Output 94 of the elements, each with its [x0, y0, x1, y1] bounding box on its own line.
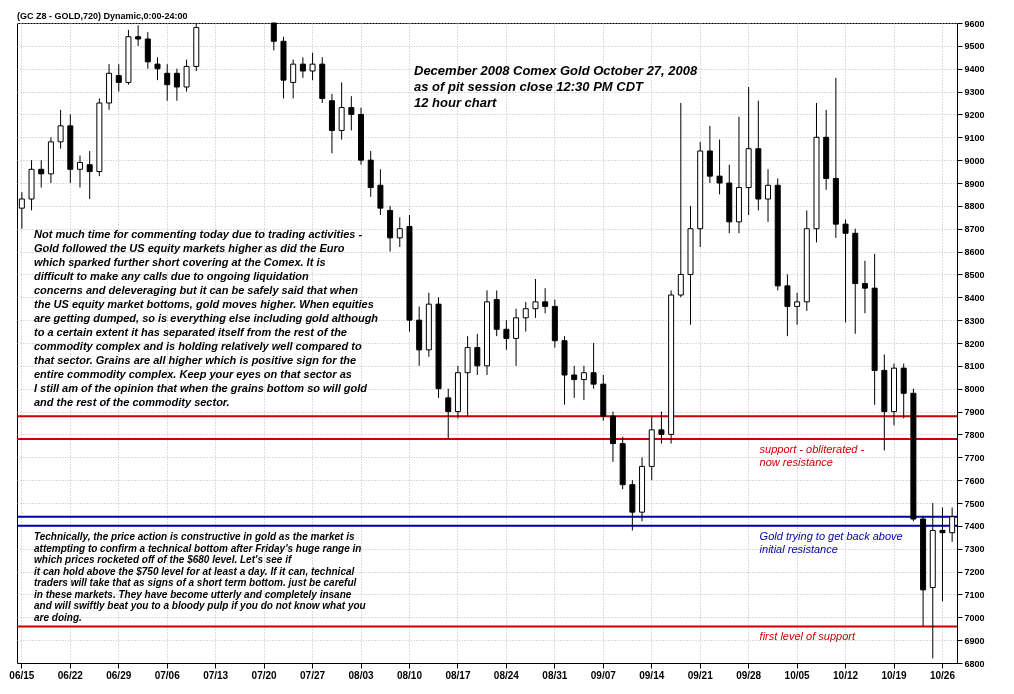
- y-tick-label: 8000: [964, 384, 985, 395]
- y-tick-label: 7900: [964, 407, 985, 418]
- y-tick-label: 8600: [964, 247, 985, 258]
- text: Not much time for commenting today due to trading activities - Gold followed the US equity markets higher as did the Euro which sparked further short covering at the Comex. It is difficult to make any calls due to ongoing liquidation concerns and deleveraging but it can be safely said that when the US equity market bottoms, gold moves higher. When equities are getting dumped, so is everything else including gold although to a certain extent it has separated itself from the rest of the commodity complex and is holding relatively well compared to that sector. Grains are all higher which is positive sign for the entire commodity complex. Keep your eyes on that sector as I still am of the opinion that when the grains bottom so will gold and the rest of the commodity sector.: [34, 228, 379, 408]
- x-tick-label: 07/06: [154, 669, 181, 681]
- y-tick-label: 7800: [964, 429, 985, 440]
- y-tick-label: 8500: [964, 269, 985, 280]
- candlestick: [86, 150, 93, 200]
- candlestick: [716, 139, 723, 195]
- candlestick: [299, 56, 306, 79]
- y-tick-label: 8100: [964, 361, 985, 372]
- y-tick-label: 7200: [964, 567, 985, 578]
- y-tick-label: 7500: [964, 498, 985, 509]
- x-tick-label: 08/10: [396, 669, 423, 681]
- x-tick-label: 08/31: [542, 669, 568, 681]
- candlestick: [290, 59, 297, 99]
- candlestick: [580, 365, 587, 401]
- candlestick: [57, 109, 64, 150]
- candlestick: [542, 287, 549, 314]
- x-tick-label: 10/05: [784, 669, 811, 681]
- y-tick-label: 9200: [964, 109, 985, 120]
- ref-line-label: Gold trying to get back above initial resistance: [759, 529, 903, 555]
- candlestick: [571, 365, 578, 399]
- candlestick: [38, 159, 45, 189]
- y-tick-label: 9100: [964, 132, 985, 143]
- y-tick-label: 9500: [964, 41, 985, 52]
- y-tick-label: 7300: [964, 544, 985, 555]
- candlestick: [939, 507, 946, 602]
- x-tick-label: 08/17: [445, 669, 471, 681]
- x-tick-label: 07/27: [300, 669, 326, 681]
- y-tick-label: 9000: [964, 155, 985, 166]
- candlestick: [503, 319, 510, 351]
- annotation: Technically, the price action is constructive in gold as the market is attempting to confirm a technical bottom after Friday's huge range in which prices rocketed off of the $680 level. Let's see if it can hold above the $750 level for at least a day. If it can, technical traders will take that as signs of a short term bottom. just be careful in these markets. They have become utterly and completely insane and will swiftly beat you to a bloody pulp if you do not know what you are doing.: [34, 531, 366, 623]
- y-tick-label: 8200: [964, 338, 985, 349]
- y-tick-label: 7100: [964, 589, 985, 600]
- candlestick: [590, 342, 597, 390]
- x-tick-label: 08/03: [348, 669, 374, 681]
- y-tick-label: 8900: [964, 178, 985, 189]
- y-tick-label: 8300: [964, 315, 985, 326]
- text: (GC Z8 - GOLD,720) Dynamic,0:00-24:00: [17, 11, 188, 21]
- x-tick-label: 06/29: [106, 669, 132, 681]
- candlestick: [765, 168, 772, 223]
- candlestick: [396, 216, 403, 248]
- candlestick: [522, 301, 529, 333]
- candlestick: [338, 81, 345, 141]
- ref-line-label: support - obliterated - now resistance: [759, 443, 865, 468]
- y-tick-label: 7400: [964, 521, 985, 532]
- candlestick: [164, 63, 171, 102]
- y-tick-label: 7700: [964, 452, 985, 463]
- x-tick-label: 07/20: [251, 669, 278, 681]
- ref-line-label: first level of support: [759, 630, 856, 643]
- candlestick: [445, 388, 452, 440]
- y-tick-label: 8400: [964, 292, 985, 303]
- candlestick: [144, 31, 151, 70]
- candlestick: [474, 333, 481, 376]
- candlestick: [309, 52, 316, 81]
- y-tick-label: 7600: [964, 475, 985, 486]
- x-tick-label: 08/24: [493, 669, 520, 681]
- y-tick-label: 9300: [964, 87, 985, 98]
- x-tick-label: 09/28: [736, 669, 762, 681]
- y-tick-label: 9400: [964, 64, 985, 75]
- candlestick: [377, 168, 384, 216]
- text: December 2008 Comex Gold October 27, 2008: [414, 63, 699, 78]
- y-tick-label: 8700: [964, 224, 985, 235]
- text: as of pit session close 12:30 PM CDT 12 hour chart: [414, 79, 645, 110]
- candlestick: [842, 219, 849, 323]
- y-tick-label: 9600: [964, 18, 985, 29]
- y-tick-label: 8800: [964, 201, 985, 212]
- candlestick: [173, 68, 180, 102]
- x-tick-label: 10/26: [929, 669, 956, 681]
- x-tick-label: 07/13: [203, 669, 229, 681]
- candlestick: [513, 308, 520, 367]
- candlestick: [115, 63, 122, 93]
- x-tick-label: 09/07: [590, 669, 617, 681]
- candlestick: [532, 278, 539, 319]
- x-tick-label: 06/15: [9, 669, 35, 681]
- x-tick-label: 09/14: [639, 669, 665, 681]
- x-tick-label: 10/12: [833, 669, 859, 681]
- candlestick: [784, 273, 791, 337]
- candlestick: [658, 411, 665, 445]
- candlestick: [348, 95, 355, 131]
- y-tick-label: 7000: [964, 612, 985, 623]
- x-tick-label: 10/19: [881, 669, 907, 681]
- candlestick: [949, 507, 956, 543]
- y-tick-label: 6800: [964, 658, 985, 669]
- candlestick: [76, 155, 83, 189]
- x-tick-label: 09/21: [687, 669, 714, 681]
- x-tick-label: 06/22: [57, 669, 84, 681]
- candlestick: [677, 102, 684, 298]
- candlestick: [794, 292, 801, 326]
- candlestick: [861, 260, 868, 314]
- y-tick-label: 6900: [964, 635, 985, 646]
- candlestick: [183, 59, 190, 93]
- candlestick: [154, 56, 161, 81]
